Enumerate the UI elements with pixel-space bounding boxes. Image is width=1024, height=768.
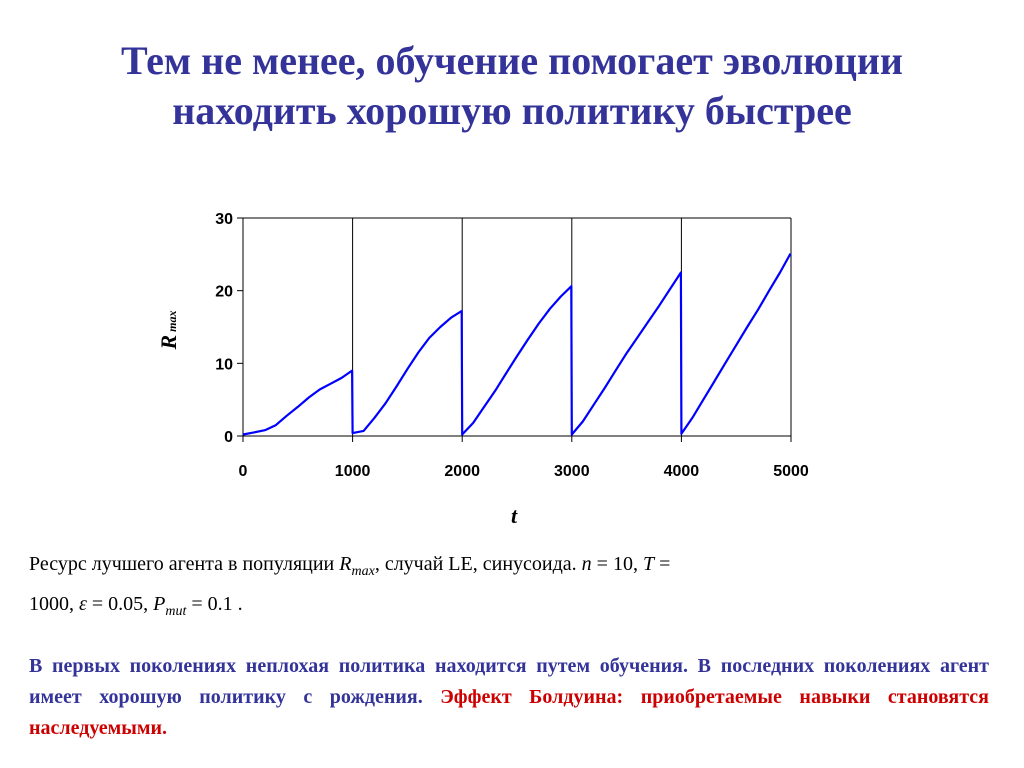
y-tick-label-0: 0 xyxy=(224,429,233,446)
caption-part-3: 1000, xyxy=(29,593,79,615)
caption-n-value: = 10, xyxy=(591,553,643,575)
x-axis-label: t xyxy=(511,503,518,528)
x-tick-label-5000: 5000 xyxy=(773,463,809,480)
caption-T-eq: = xyxy=(654,553,671,575)
x-tick-label-2000: 2000 xyxy=(444,463,480,480)
y-tick-label-10: 10 xyxy=(215,356,233,373)
caption-eps: ε xyxy=(79,593,87,615)
y-axis-label-sub: max xyxy=(165,310,179,331)
chart-series xyxy=(242,253,792,436)
chart-axes xyxy=(242,217,791,437)
caption-rmax: Rmax xyxy=(339,553,375,579)
caption-n: n xyxy=(581,553,592,575)
slide-title: Тем не менее, обучение помогает эволюции… xyxy=(0,36,1024,136)
y-tick-label-20: 20 xyxy=(215,284,233,301)
note-blue-text: В первых поколениях неплохая политика на… xyxy=(29,655,989,708)
x-tick-label-0: 0 xyxy=(239,463,248,480)
figure-caption: Ресурс лучшего агента в популяции Rmax, … xyxy=(29,548,989,628)
x-tick-label-3000: 3000 xyxy=(554,463,590,480)
y-axis-label: Rmax xyxy=(156,310,181,350)
y-axis-label-main: R xyxy=(156,335,181,351)
x-tick-label-4000: 4000 xyxy=(664,463,700,480)
x-tick-label-1000: 1000 xyxy=(335,463,371,480)
title-line-2: находить хорошую политику быстрее xyxy=(172,88,852,133)
note-red-text: Эффект Болдуина: приобретаемые навыки ст… xyxy=(29,686,989,739)
chart-ticks: 0 10 20 30 0 1000 2000 3000 4000 5000 xyxy=(215,211,809,480)
y-tick-label-30: 30 xyxy=(215,211,233,228)
caption-pmut-value: = 0.1 . xyxy=(186,593,243,615)
caption-T: T xyxy=(642,553,655,575)
title-line-1: Тем не менее, обучение помогает эволюции xyxy=(121,38,903,83)
caption-part-2: , случай LE, синусоида. xyxy=(374,553,582,575)
series-line-0 xyxy=(242,253,792,436)
caption-part-1: Ресурс лучшего агента в популяции xyxy=(29,553,340,575)
caption-pmut: Pmut xyxy=(153,593,187,619)
conclusion-note: В первых поколениях неплохая политика на… xyxy=(29,651,989,744)
caption-eps-value: = 0.05, xyxy=(86,593,154,615)
